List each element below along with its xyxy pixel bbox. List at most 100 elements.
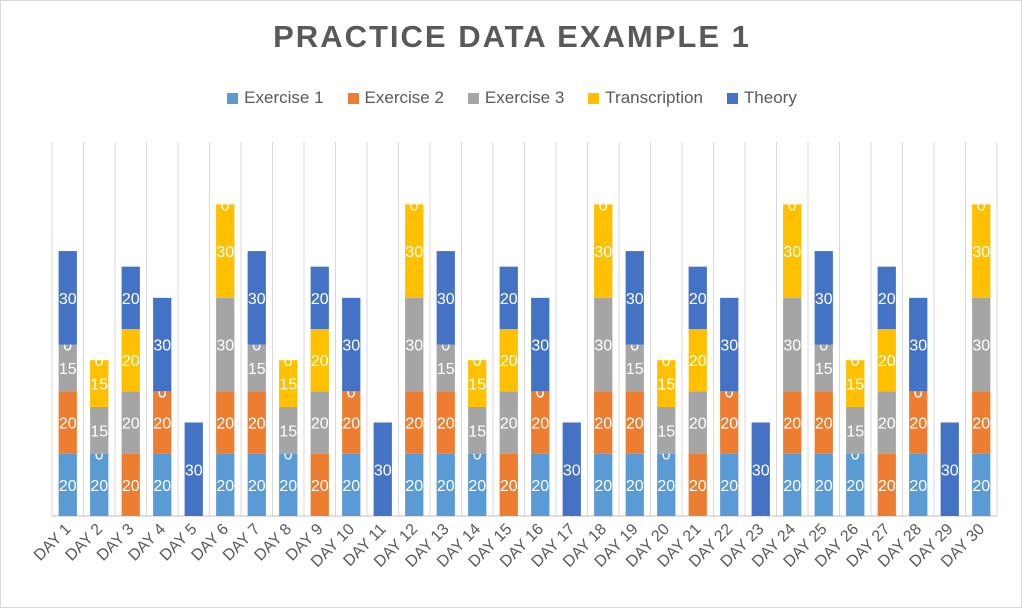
bar-segment	[405, 204, 424, 298]
data-label: 20	[122, 478, 140, 495]
data-label: 20	[311, 416, 329, 433]
bar-segment	[972, 391, 991, 454]
data-label: 20	[342, 416, 360, 433]
data-label: 0	[158, 384, 167, 401]
data-label: 0	[567, 509, 576, 526]
data-label: 30	[752, 462, 770, 479]
data-label: 15	[657, 423, 675, 440]
bar-segment	[877, 391, 896, 454]
bar-segment	[247, 391, 266, 454]
bar-segment	[90, 453, 109, 516]
bar-segment	[720, 297, 739, 392]
data-label: 0	[95, 447, 104, 464]
bar-segment	[90, 360, 109, 407]
bar-segment	[657, 406, 676, 454]
data-label: 20	[90, 478, 108, 495]
data-label: 0	[378, 509, 387, 526]
data-label: 30	[342, 338, 360, 355]
bar-segment	[279, 453, 298, 516]
bar-segment	[688, 266, 707, 329]
bar-segment	[783, 297, 802, 392]
bar-segment	[436, 453, 455, 516]
data-label: 0	[599, 197, 608, 214]
data-label: 30	[783, 338, 801, 355]
data-label: 20	[468, 478, 486, 495]
data-label: 20	[405, 416, 423, 433]
data-label: 0	[977, 197, 986, 214]
bar-segment	[846, 360, 865, 407]
bar-segment	[814, 453, 833, 516]
data-label: 20	[783, 478, 801, 495]
bar-segment	[625, 251, 644, 345]
bar-segment	[436, 251, 455, 345]
bar-segment	[216, 297, 235, 392]
data-label: 20	[783, 416, 801, 433]
data-label: 0	[756, 509, 765, 526]
data-label: 0	[126, 509, 135, 526]
bar-segment	[688, 391, 707, 454]
data-label: 30	[909, 338, 927, 355]
data-label: 20	[689, 478, 707, 495]
data-label: 20	[689, 291, 707, 308]
bar-segment	[657, 360, 676, 407]
data-label: 20	[909, 416, 927, 433]
data-label: 20	[815, 478, 833, 495]
bar-segment	[58, 453, 77, 516]
data-label: 20	[594, 416, 612, 433]
data-label: 20	[153, 478, 171, 495]
data-label: 20	[437, 478, 455, 495]
data-label: 20	[122, 416, 140, 433]
data-label: 0	[945, 509, 954, 526]
bar-segment	[625, 453, 644, 516]
bar-segment	[405, 297, 424, 392]
data-label: 0	[567, 509, 576, 526]
data-label: 0	[158, 384, 167, 401]
bar-segment	[814, 251, 833, 345]
legend-label: Exercise 1	[244, 88, 324, 107]
data-label: 30	[405, 244, 423, 261]
bar-segment	[121, 329, 140, 392]
chart-title: PRACTICE DATA EXAMPLE 1	[273, 19, 751, 54]
legend-item: Exercise 3	[467, 88, 564, 108]
data-label: 30	[972, 244, 990, 261]
data-label: 0	[441, 338, 450, 355]
data-label: 15	[59, 361, 77, 378]
data-label: 30	[594, 338, 612, 355]
bar-segment	[751, 422, 770, 516]
bar-segment	[468, 406, 487, 454]
data-label: 0	[473, 447, 482, 464]
data-label: 20	[878, 478, 896, 495]
data-label: 20	[59, 478, 77, 495]
bar-segment	[625, 344, 644, 392]
data-label: 20	[248, 478, 266, 495]
bar-segment	[342, 391, 361, 454]
bar-segment	[153, 391, 172, 454]
data-label: 30	[815, 291, 833, 308]
bar-segment	[121, 391, 140, 454]
data-label: 0	[189, 509, 198, 526]
bar-segment	[279, 360, 298, 407]
data-label: 30	[563, 462, 581, 479]
bar-segment	[846, 453, 865, 516]
bar-segment	[310, 266, 329, 329]
bar-segment	[310, 391, 329, 454]
bar-segment	[468, 453, 487, 516]
data-label: 0	[756, 509, 765, 526]
data-label: 0	[662, 447, 671, 464]
data-label: 0	[945, 509, 954, 526]
bar-segment	[846, 406, 865, 454]
data-label: 20	[720, 416, 738, 433]
bar-segment	[909, 297, 928, 392]
data-label: 0	[284, 353, 293, 370]
data-label: 0	[473, 353, 482, 370]
data-label: 20	[216, 416, 234, 433]
data-label: 0	[914, 384, 923, 401]
bar-segment	[499, 329, 518, 392]
legend-label: Transcription	[605, 88, 703, 107]
legend-swatch	[227, 92, 239, 104]
data-label: 0	[410, 197, 419, 214]
data-label: 20	[311, 291, 329, 308]
data-label: 20	[500, 291, 518, 308]
